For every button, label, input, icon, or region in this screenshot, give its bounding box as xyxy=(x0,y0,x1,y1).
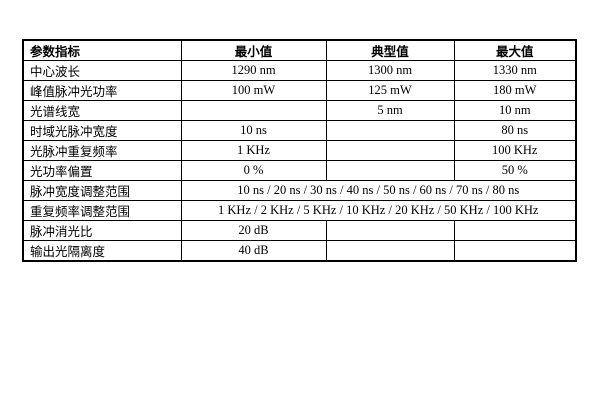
range-values: 1 KHz / 2 KHz / 5 KHz / 10 KHz / 20 KHz … xyxy=(180,200,577,221)
row-label: 脉冲消光比 xyxy=(22,220,182,241)
typical-value xyxy=(325,160,455,181)
table-row-extinction-ratio: 脉冲消光比 20 dB xyxy=(22,220,577,241)
max-value: 100 KHz xyxy=(453,140,577,161)
row-label: 光脉冲重复频率 xyxy=(22,140,182,161)
max-value: 10 nm xyxy=(453,100,577,121)
column-header-min: 最小值 xyxy=(180,39,327,61)
typical-value: 125 mW xyxy=(325,80,455,101)
row-label: 重复频率调整范围 xyxy=(22,200,182,221)
max-value: 50 % xyxy=(453,160,577,181)
max-value: 1330 nm xyxy=(453,60,577,81)
min-value: 1 KHz xyxy=(180,140,327,161)
typical-value xyxy=(325,220,455,241)
min-value: 100 mW xyxy=(180,80,327,101)
max-value xyxy=(453,240,577,262)
table-row-repetition-rate-range: 重复频率调整范围 1 KHz / 2 KHz / 5 KHz / 10 KHz … xyxy=(22,200,577,221)
typical-value: 5 nm xyxy=(325,100,455,121)
row-label: 脉冲宽度调整范围 xyxy=(22,180,182,201)
range-values: 10 ns / 20 ns / 30 ns / 40 ns / 50 ns / … xyxy=(180,180,577,201)
table-row-spectral-linewidth: 光谱线宽 5 nm 10 nm xyxy=(22,100,577,121)
row-label: 光功率偏置 xyxy=(22,160,182,181)
row-label: 时域光脉冲宽度 xyxy=(22,120,182,141)
min-value xyxy=(180,100,327,121)
min-value: 40 dB xyxy=(180,240,327,262)
table-row-output-isolation: 输出光隔离度 40 dB xyxy=(22,240,577,262)
table-row-peak-pulse-power: 峰值脉冲光功率 100 mW 125 mW 180 mW xyxy=(22,80,577,101)
row-label: 光谱线宽 xyxy=(22,100,182,121)
column-header-typical: 典型值 xyxy=(325,39,455,61)
typical-value xyxy=(325,140,455,161)
min-value: 10 ns xyxy=(180,120,327,141)
row-label: 输出光隔离度 xyxy=(22,240,182,262)
row-label: 中心波长 xyxy=(22,60,182,81)
table-row-pulse-width-range: 脉冲宽度调整范围 10 ns / 20 ns / 30 ns / 40 ns /… xyxy=(22,180,577,201)
table-row-center-wavelength: 中心波长 1290 nm 1300 nm 1330 nm xyxy=(22,60,577,81)
min-value: 20 dB xyxy=(180,220,327,241)
max-value: 180 mW xyxy=(453,80,577,101)
table-header-row: 参数指标 最小值 典型值 最大值 xyxy=(22,39,577,61)
parameter-spec-table: 参数指标 最小值 典型值 最大值 中心波长 1290 nm 1300 nm 13… xyxy=(22,39,577,262)
table-row-repetition-rate: 光脉冲重复频率 1 KHz 100 KHz xyxy=(22,140,577,161)
min-value: 0 % xyxy=(180,160,327,181)
typical-value: 1300 nm xyxy=(325,60,455,81)
max-value xyxy=(453,220,577,241)
min-value: 1290 nm xyxy=(180,60,327,81)
column-header-max: 最大值 xyxy=(453,39,577,61)
typical-value xyxy=(325,120,455,141)
table-row-pulse-width: 时域光脉冲宽度 10 ns 80 ns xyxy=(22,120,577,141)
typical-value xyxy=(325,240,455,262)
max-value: 80 ns xyxy=(453,120,577,141)
row-label: 峰值脉冲光功率 xyxy=(22,80,182,101)
table-row-power-offset: 光功率偏置 0 % 50 % xyxy=(22,160,577,181)
column-header-parameter: 参数指标 xyxy=(22,39,182,61)
